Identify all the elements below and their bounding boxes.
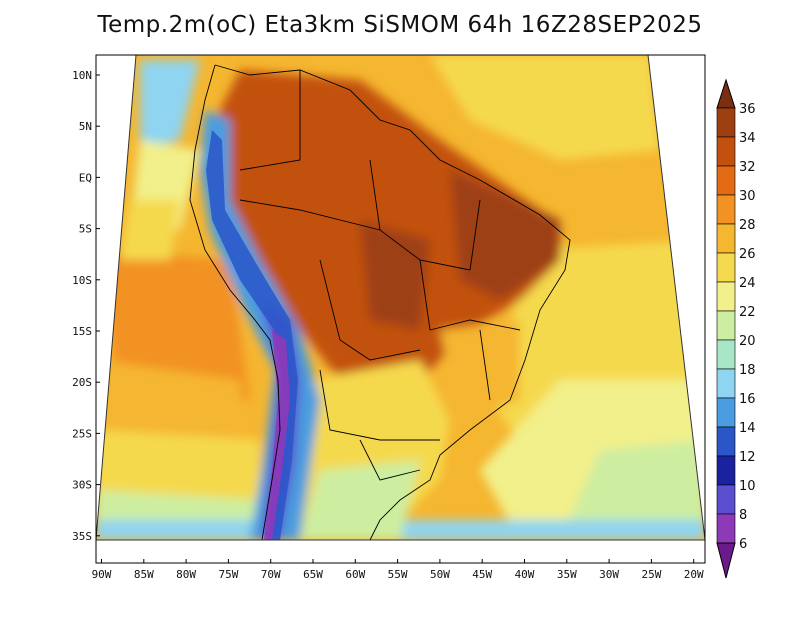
colorbar-label: 6: [739, 537, 747, 552]
colorbar-label: 24: [739, 276, 756, 291]
colorbar-label: 14: [739, 421, 756, 436]
colorbar-bottom-arrow: [716, 542, 736, 579]
lon-tick-label: 90W: [92, 568, 112, 581]
lon-tick-label: 50W: [430, 568, 450, 581]
colorbar-label: 18: [739, 363, 756, 378]
colorbar-segment: [716, 252, 736, 283]
lon-tick-label: 85W: [134, 568, 154, 581]
colorbar-segment: [716, 281, 736, 312]
colorbar-segment: [716, 426, 736, 457]
colorbar-label: 10: [739, 479, 756, 494]
colorbar-label: 20: [739, 334, 756, 349]
colorbar-label: 36: [739, 102, 756, 117]
lon-tick-label: 75W: [218, 568, 238, 581]
colorbar-label: 8: [739, 508, 747, 523]
colorbar-label: 12: [739, 450, 756, 465]
colorbar-segment: [716, 397, 736, 428]
lon-tick-label: 30W: [599, 568, 619, 581]
lat-tick-label: 10S: [72, 274, 92, 287]
colorbar-segment: [716, 165, 736, 196]
lat-tick-label: 25S: [72, 427, 92, 440]
lat-tick-label: 20S: [72, 376, 92, 389]
colorbar-segment: [716, 368, 736, 399]
lat-tick-label: 5N: [79, 120, 92, 133]
colorbar-segment: [716, 223, 736, 254]
lon-tick-label: 20W: [684, 568, 704, 581]
colorbar-label: 32: [739, 160, 756, 175]
colorbar-label: 22: [739, 305, 756, 320]
colorbar-segment: [716, 194, 736, 225]
lat-tick-label: EQ: [79, 171, 92, 184]
colorbar-label: 30: [739, 189, 756, 204]
colorbar-segment: [716, 310, 736, 341]
plot-border: [95, 54, 706, 564]
colorbar: 36 34 32 30 28 26 24 22 20 18 16 14 12 10 8 6: [716, 78, 756, 579]
temperature-field: [96, 55, 705, 540]
colorbar-segment: [716, 339, 736, 370]
lon-tick-label: 65W: [303, 568, 323, 581]
longitude-axis: 90W 85W 80W 75W 70W 65W 60W 55W 50W 45W 40W 35W 30W 2…: [92, 559, 704, 581]
lon-tick-label: 70W: [261, 568, 281, 581]
lon-tick-label: 55W: [388, 568, 408, 581]
boundaries: [189, 64, 571, 541]
colorbar-top-arrow: [716, 78, 736, 109]
colorbar-segment: [716, 513, 736, 544]
lat-tick-label: 15S: [72, 325, 92, 338]
colorbar-segment: [716, 136, 736, 167]
colorbar-label: 16: [739, 392, 756, 407]
lat-tick-label: 10N: [72, 69, 92, 82]
lon-tick-label: 60W: [345, 568, 365, 581]
colorbar-label: 28: [739, 218, 756, 233]
lon-tick-label: 40W: [515, 568, 535, 581]
colorbar-label: 26: [739, 247, 756, 262]
lat-tick-label: 5S: [79, 223, 92, 236]
latitude-axis: 10N 5N EQ 5S 10S 15S 20S 25S 30S 35S: [72, 69, 100, 543]
colorbar-segment: [716, 455, 736, 486]
colorbar-label: 34: [739, 131, 756, 146]
colorbar-segment: [716, 484, 736, 515]
colorbar-segment: [716, 107, 736, 138]
lon-tick-label: 35W: [557, 568, 577, 581]
lon-tick-label: 45W: [472, 568, 492, 581]
map-title: Temp.2m(oC) Eta3km SiSMOM 64h 16Z28SEP20…: [97, 12, 703, 38]
lon-tick-label: 80W: [176, 568, 196, 581]
lon-tick-label: 25W: [641, 568, 661, 581]
lat-tick-label: 30S: [72, 479, 92, 492]
lat-tick-label: 35S: [72, 530, 92, 543]
